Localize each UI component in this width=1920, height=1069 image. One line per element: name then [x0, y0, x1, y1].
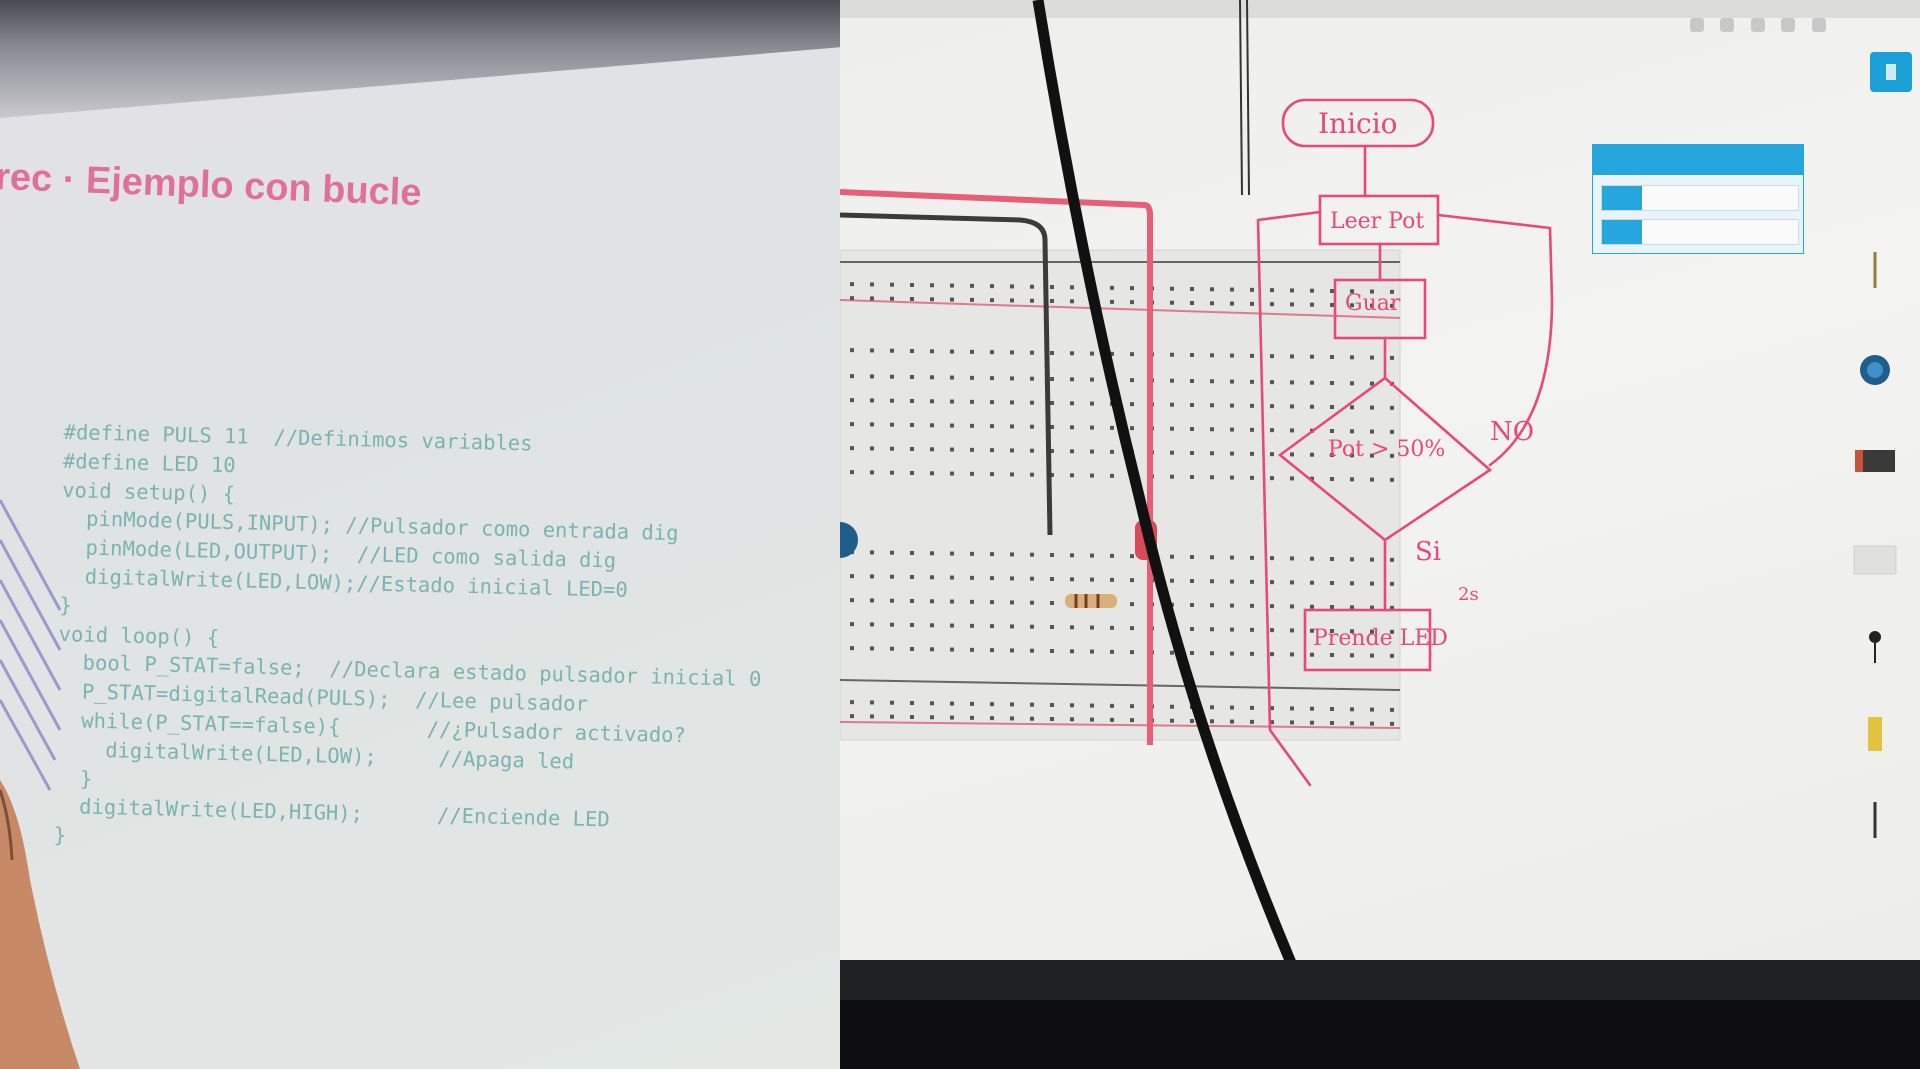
flow-start-label: Inicio [1318, 107, 1398, 140]
components-panel [1830, 240, 1920, 940]
component-battery[interactable] [1850, 440, 1900, 480]
flow-read-label: Leer Pot [1330, 209, 1424, 234]
flow-store-box [1333, 278, 1427, 340]
flow-no-label: NO [1490, 417, 1534, 447]
resistance-field[interactable] [1601, 219, 1799, 245]
properties-panel [1592, 144, 1804, 254]
toolbar-icon [1781, 18, 1796, 32]
slide-title: rec · Ejemplo con bucle [0, 156, 423, 215]
toolbar-icon [1750, 18, 1765, 32]
toolbar-icon [1720, 18, 1735, 32]
component-sensor[interactable] [1850, 715, 1900, 755]
flow-action-label: Prende LED [1313, 626, 1448, 651]
simulation-button[interactable] [1870, 52, 1912, 92]
flow-loop-path [1256, 210, 1322, 787]
projector-shadow-band [0, 0, 840, 118]
name-field[interactable] [1601, 185, 1799, 211]
toolbar-icon [1811, 18, 1826, 32]
toolbar-icon [1690, 18, 1704, 32]
monitor-bezel [840, 1000, 1920, 1069]
flow-yes-label: Si [1415, 537, 1441, 567]
component-microphone[interactable] [1850, 625, 1900, 665]
component-diode[interactable] [1850, 800, 1900, 840]
flow-no-path [1436, 213, 1554, 467]
flow-store-label: Guar [1345, 291, 1401, 316]
component-potentiometer[interactable] [1850, 350, 1900, 390]
toolbar-icons [1684, 18, 1884, 40]
component-breadboard[interactable] [1850, 540, 1900, 580]
component-resistor[interactable] [1850, 250, 1900, 290]
projected-slide: rec · Ejemplo con bucle #define PULS 11 … [0, 0, 840, 1069]
properties-header [1593, 145, 1803, 175]
whiteboard-photo: Inicio Leer Pot Guar Pot > 50% NO Si Pre… [840, 0, 1920, 1069]
flow-note-label: 2s [1458, 584, 1479, 605]
code-block: #define PULS 11 //Definimos variables #de… [53, 418, 767, 867]
flow-decision-label: Pot > 50% [1328, 437, 1445, 462]
potentiometer-knob [840, 522, 858, 558]
presenter-silhouette [0, 499, 80, 1069]
flowchart-drawing: Inicio Leer Pot Guar Pot > 50% NO Si Pre… [1256, 98, 1554, 787]
